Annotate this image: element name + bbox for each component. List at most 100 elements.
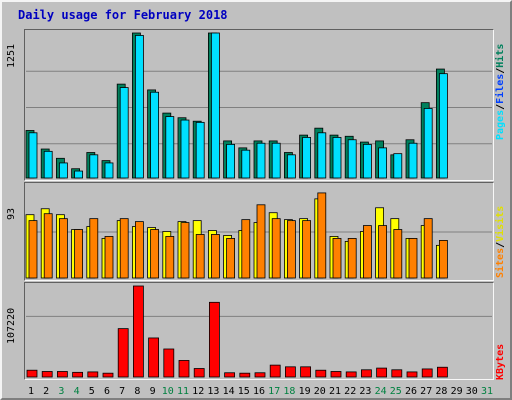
kbytes-bar [330,371,342,378]
pages-bar [438,73,448,179]
day-label: 18 [283,386,295,397]
kbytes-bar [72,371,83,378]
pages-bar [286,154,296,179]
kbytes-bar [178,360,190,378]
kbytes-bar [391,369,403,378]
day-label: 10 [162,386,174,397]
pages-bar [302,137,312,179]
pages-bar [332,137,342,179]
day-label: 3 [58,386,64,397]
sites-bar [256,204,266,279]
day-label: 16 [253,386,265,397]
sites-bar [43,213,53,279]
pages-bar [210,32,220,179]
sites-bar [347,238,357,279]
sites-bar [362,225,372,279]
kbytes-bar [421,368,433,378]
pages-bar [28,132,38,179]
kbytes-bar [436,366,448,378]
kbytes-bar [300,366,312,378]
kbytes-bar [26,369,38,378]
day-label: 15 [238,386,250,397]
pages-bar [43,150,53,179]
day-label: 27 [420,386,432,397]
sites-bar [438,240,448,279]
sites-bar [317,192,327,279]
sites-bar [302,220,312,279]
kbytes-bar [284,366,296,378]
sites-bar [378,225,388,279]
sites-bar [210,234,220,279]
kbytes-bar [224,372,236,378]
pages-bar [150,91,160,179]
kbytes-bar [102,372,114,378]
sites-bar [180,222,190,279]
pages-bar [347,139,357,179]
sites-bar [241,219,251,279]
day-label: 29 [451,386,463,397]
day-label: 14 [223,386,235,397]
pages-bar [317,132,327,179]
sites-bar [119,218,129,279]
kbytes-bar [148,337,160,378]
day-label: 22 [344,386,356,397]
kbytes-bar [239,372,251,378]
kbytes-bar [406,371,418,378]
day-label: 23 [359,386,371,397]
kbytes-bar [360,369,372,378]
day-label: 28 [435,386,447,397]
day-label: 24 [375,386,387,397]
sites-bar [226,238,236,279]
chart-title: Daily usage for February 2018 [18,8,228,22]
day-label: 6 [104,386,110,397]
kbytes-bar [208,301,220,378]
day-label: 4 [74,386,80,397]
sites-bar [104,236,114,279]
pages-bar [226,143,236,179]
sites-bar [393,229,403,279]
kbytes-bar [345,371,357,378]
day-label: 31 [481,386,493,397]
kbytes-bar [117,328,129,378]
day-label: 11 [177,386,189,397]
pages-bar [134,35,144,179]
sites-bar [28,220,38,279]
day-label: 30 [466,386,478,397]
day-label: 5 [89,386,95,397]
pages-bar [119,87,129,179]
sites-bar [59,218,68,279]
pages-bar [195,121,205,179]
day-label: 12 [192,386,204,397]
pages-bar [423,108,433,179]
pages-bar [362,143,372,179]
kbytes-bar [41,371,53,378]
sites-bar [165,236,175,279]
day-label: 2 [43,386,49,397]
day-label: 20 [314,386,326,397]
sites-bar [134,221,144,279]
day-label: 25 [390,386,402,397]
day-label: 19 [299,386,311,397]
pages-bar [74,170,83,179]
day-label: 8 [134,386,140,397]
sites-bar [74,229,83,279]
day-label: 21 [329,386,341,397]
sites-bar [89,218,99,279]
pages-bar [89,154,99,179]
pages-bar [165,116,175,179]
kbytes-bar [376,367,388,378]
kbytes-bar [87,371,99,378]
pages-bar [59,162,68,179]
kbytes-bar [269,364,281,378]
sites-bar [286,220,296,279]
day-label: 9 [150,386,156,397]
sites-bar [150,229,160,279]
day-label: 17 [268,386,280,397]
pages-bar [271,142,281,179]
sites-bar [408,238,418,279]
pages-bar [378,147,388,179]
kbytes-bar [193,368,205,378]
sites-bar [195,234,205,279]
